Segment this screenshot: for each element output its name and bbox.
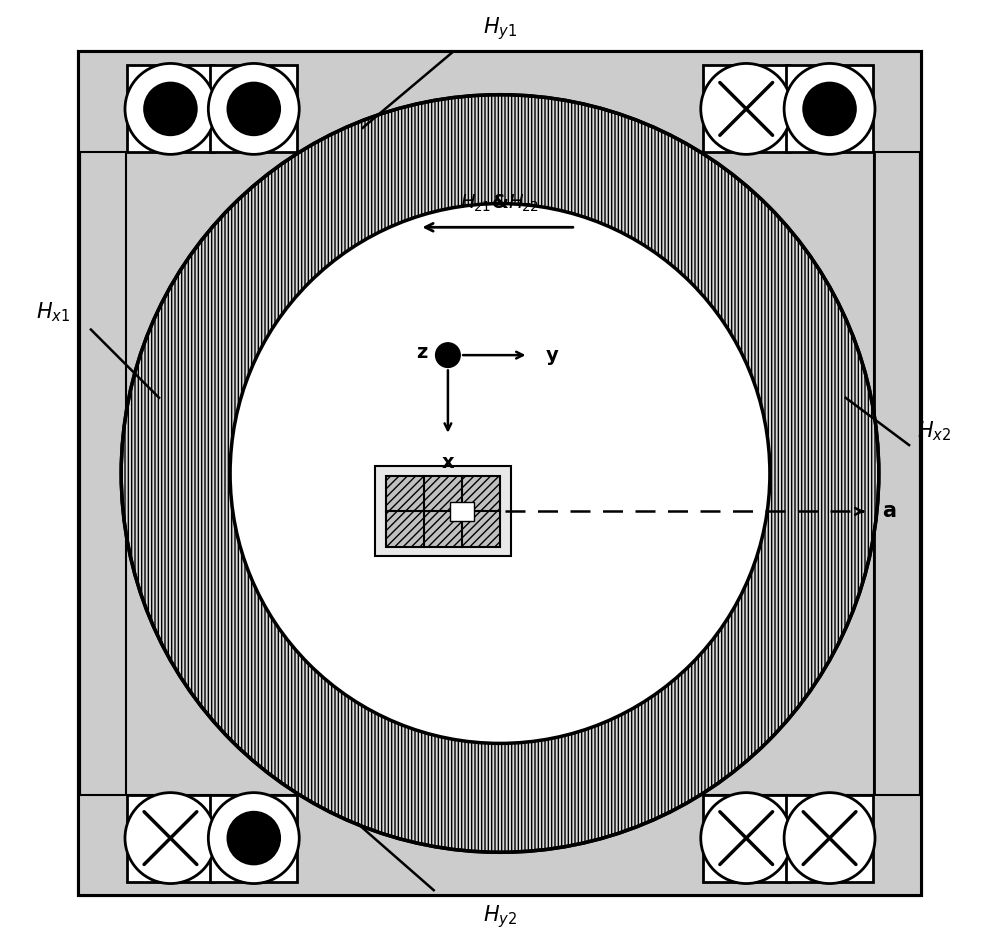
Circle shape	[701, 63, 792, 154]
Circle shape	[784, 63, 875, 154]
Bar	[701, 52, 874, 895]
Bar	[386, 475, 500, 547]
Circle shape	[121, 95, 879, 852]
Circle shape	[227, 81, 281, 136]
Text: $H_{z1}$&$H_{z2}$: $H_{z1}$&$H_{z2}$	[460, 193, 540, 214]
Circle shape	[125, 63, 216, 154]
Circle shape	[125, 793, 216, 884]
Bar	[210, 795, 297, 882]
Circle shape	[784, 793, 875, 884]
Text: x: x	[442, 453, 454, 472]
Circle shape	[436, 343, 460, 367]
Bar	[703, 795, 790, 882]
Bar	[79, 52, 921, 895]
Circle shape	[701, 793, 792, 884]
Circle shape	[208, 793, 299, 884]
Bar	[126, 52, 299, 895]
Bar	[375, 467, 511, 556]
Text: $H_{y2}$: $H_{y2}$	[483, 903, 517, 930]
Bar	[210, 65, 297, 152]
Bar	[450, 502, 474, 521]
Circle shape	[208, 63, 299, 154]
Bar	[127, 65, 214, 152]
Text: $H_{y1}$: $H_{y1}$	[483, 15, 517, 42]
Bar	[127, 795, 214, 882]
Text: $H_{x2}$: $H_{x2}$	[917, 420, 951, 442]
Bar	[786, 795, 873, 882]
Text: $H_{x1}$: $H_{x1}$	[36, 301, 70, 324]
Text: y: y	[545, 346, 558, 365]
Bar	[126, 99, 874, 848]
Bar	[786, 65, 873, 152]
Bar	[79, 795, 921, 895]
Bar	[703, 65, 790, 152]
Circle shape	[230, 204, 770, 743]
Text: a: a	[883, 501, 897, 522]
Bar	[79, 52, 921, 152]
Circle shape	[802, 81, 857, 136]
Circle shape	[227, 811, 281, 866]
Text: z: z	[416, 343, 427, 362]
Circle shape	[143, 81, 198, 136]
